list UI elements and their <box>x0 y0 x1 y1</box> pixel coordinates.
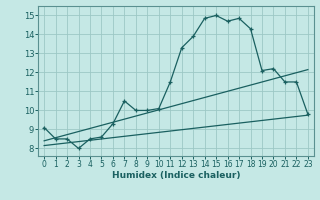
X-axis label: Humidex (Indice chaleur): Humidex (Indice chaleur) <box>112 171 240 180</box>
